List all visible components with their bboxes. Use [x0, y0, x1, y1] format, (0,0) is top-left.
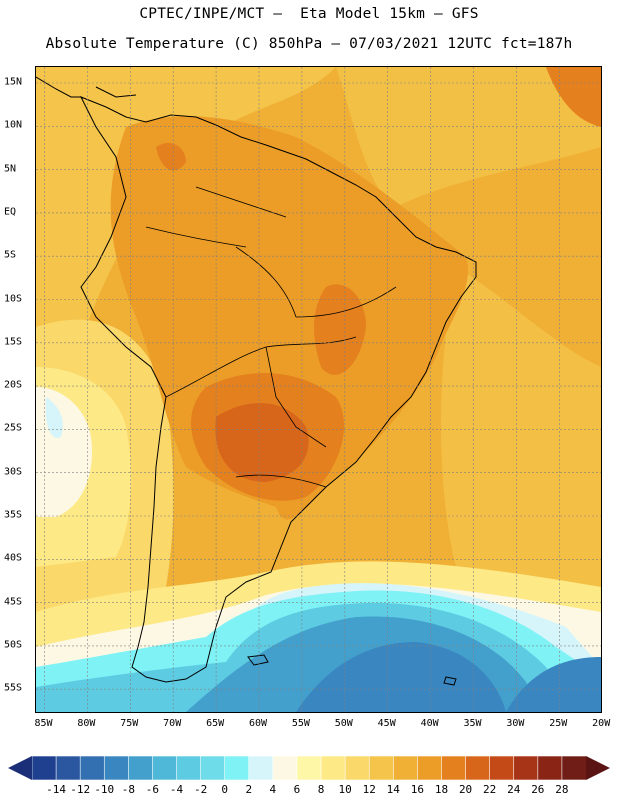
lon-label: 65W — [206, 718, 225, 729]
lon-label: 45W — [377, 718, 396, 729]
colorbar-label: 22 — [483, 783, 497, 796]
colorbar-swatch — [393, 755, 419, 781]
lon-label: 30W — [506, 718, 525, 729]
colorbar-label: -4 — [169, 783, 184, 796]
field-ne-band — [336, 67, 601, 207]
colorbar-label: 12 — [362, 783, 376, 796]
lat-label: 10S — [4, 293, 23, 304]
colorbar-label: 14 — [386, 783, 400, 796]
lat-label: 15N — [4, 76, 23, 88]
lat-label: EQ — [4, 206, 17, 218]
lat-label: 5N — [4, 163, 17, 175]
map-gridlines — [36, 67, 601, 712]
lon-label: 85W — [34, 718, 53, 729]
colorbar-label: -12 — [70, 783, 91, 796]
lat-label: 50S — [4, 639, 23, 651]
colorbar-swatch — [248, 755, 274, 781]
colorbar-label: 10 — [338, 783, 352, 796]
colorbar-swatch — [31, 755, 57, 781]
south-georgia-island — [443, 676, 457, 686]
colorbar-swatch — [561, 755, 587, 781]
colorbar — [8, 755, 610, 781]
colorbar-swatch — [55, 755, 81, 781]
colorbar-swatch — [176, 755, 202, 781]
temperature-map — [35, 66, 602, 713]
colorbar-swatch — [489, 755, 515, 781]
field-chaco-hot — [215, 403, 309, 482]
lat-label: 40S — [4, 552, 23, 564]
colorbar-swatch — [200, 755, 226, 781]
coastline-south-america — [79, 96, 477, 683]
colorbar-swatch — [79, 755, 105, 781]
field-pacific-cyan-spot — [45, 397, 63, 438]
lat-label: 15S — [4, 336, 23, 348]
lat-label: 20S — [4, 379, 23, 391]
lat-label: 5S — [4, 249, 17, 261]
falkland-islands — [247, 654, 269, 666]
colorbar-swatch — [537, 755, 563, 781]
lon-label: 60W — [248, 718, 268, 729]
field-atlantic — [441, 267, 601, 627]
colorbar-label: 18 — [434, 783, 449, 796]
lat-label: 45S — [4, 596, 23, 608]
chart-title-line1: CPTEC/INPE/MCT – Eta Model 15km – GFS — [139, 6, 479, 22]
lat-label: 10N — [4, 119, 23, 131]
colorbar-left-arrow — [8, 756, 32, 780]
lon-label: 40W — [420, 718, 439, 729]
colorbar-swatch — [441, 755, 467, 781]
colorbar-swatch — [128, 755, 154, 781]
field-north-warm-spot — [156, 142, 186, 171]
lon-label: 75W — [120, 718, 139, 729]
colorbar-swatch — [513, 755, 539, 781]
lon-label: 55W — [291, 718, 310, 729]
field-south-blue3 — [296, 642, 506, 712]
lon-label: 20W — [592, 718, 611, 729]
colorbar-label: 0 — [221, 783, 228, 796]
lat-label: 30S — [4, 466, 23, 478]
colorbar-label: 24 — [507, 783, 521, 796]
colorbar-label: 16 — [410, 783, 425, 796]
colorbar-swatch — [272, 755, 298, 781]
lat-label: 35S — [4, 509, 23, 521]
colorbar-label: 4 — [269, 783, 277, 796]
colorbar-label: 6 — [293, 783, 301, 796]
colorbar-label: -2 — [193, 783, 208, 796]
colorbar-label: 20 — [458, 783, 473, 796]
colorbar-swatch — [465, 755, 491, 781]
lon-label: 25W — [549, 718, 568, 729]
field-ne-hot — [546, 67, 601, 127]
colorbar-swatch — [152, 755, 178, 781]
colorbar-label: 2 — [245, 783, 253, 796]
colorbar-label: -10 — [94, 783, 115, 796]
lon-label: 35W — [463, 718, 482, 729]
lon-label: 50W — [334, 718, 353, 729]
field-southeast-blue — [506, 657, 601, 712]
field-nw-band — [36, 67, 336, 367]
colorbar-right-arrow — [586, 756, 610, 780]
colorbar-label: 8 — [317, 783, 325, 796]
field-central-warm — [314, 284, 366, 375]
colorbar-swatches — [31, 755, 587, 781]
colorbar-label: 28 — [555, 783, 569, 796]
colorbar-label: 26 — [531, 783, 545, 796]
colorbar-swatch — [103, 755, 130, 781]
map-canvas — [36, 67, 601, 712]
colorbar-swatch — [368, 755, 395, 781]
colorbar-swatch — [296, 755, 322, 781]
colorbar-swatch — [417, 755, 443, 781]
lon-label: 70W — [163, 718, 182, 729]
colorbar-swatch — [224, 755, 250, 781]
colorbar-label: -14 — [46, 783, 67, 796]
chart-title-line2: Absolute Temperature (C) 850hPa – 07/03/… — [45, 36, 573, 52]
colorbar-label: -6 — [145, 783, 160, 796]
lat-label: 55S — [4, 682, 23, 694]
lat-label: 25S — [4, 422, 23, 434]
colorbar-swatch — [320, 755, 346, 781]
colorbar-swatch — [344, 755, 370, 781]
colorbar-label: -8 — [121, 783, 135, 796]
country-borders — [145, 186, 397, 488]
lon-label: 80W — [77, 718, 96, 729]
